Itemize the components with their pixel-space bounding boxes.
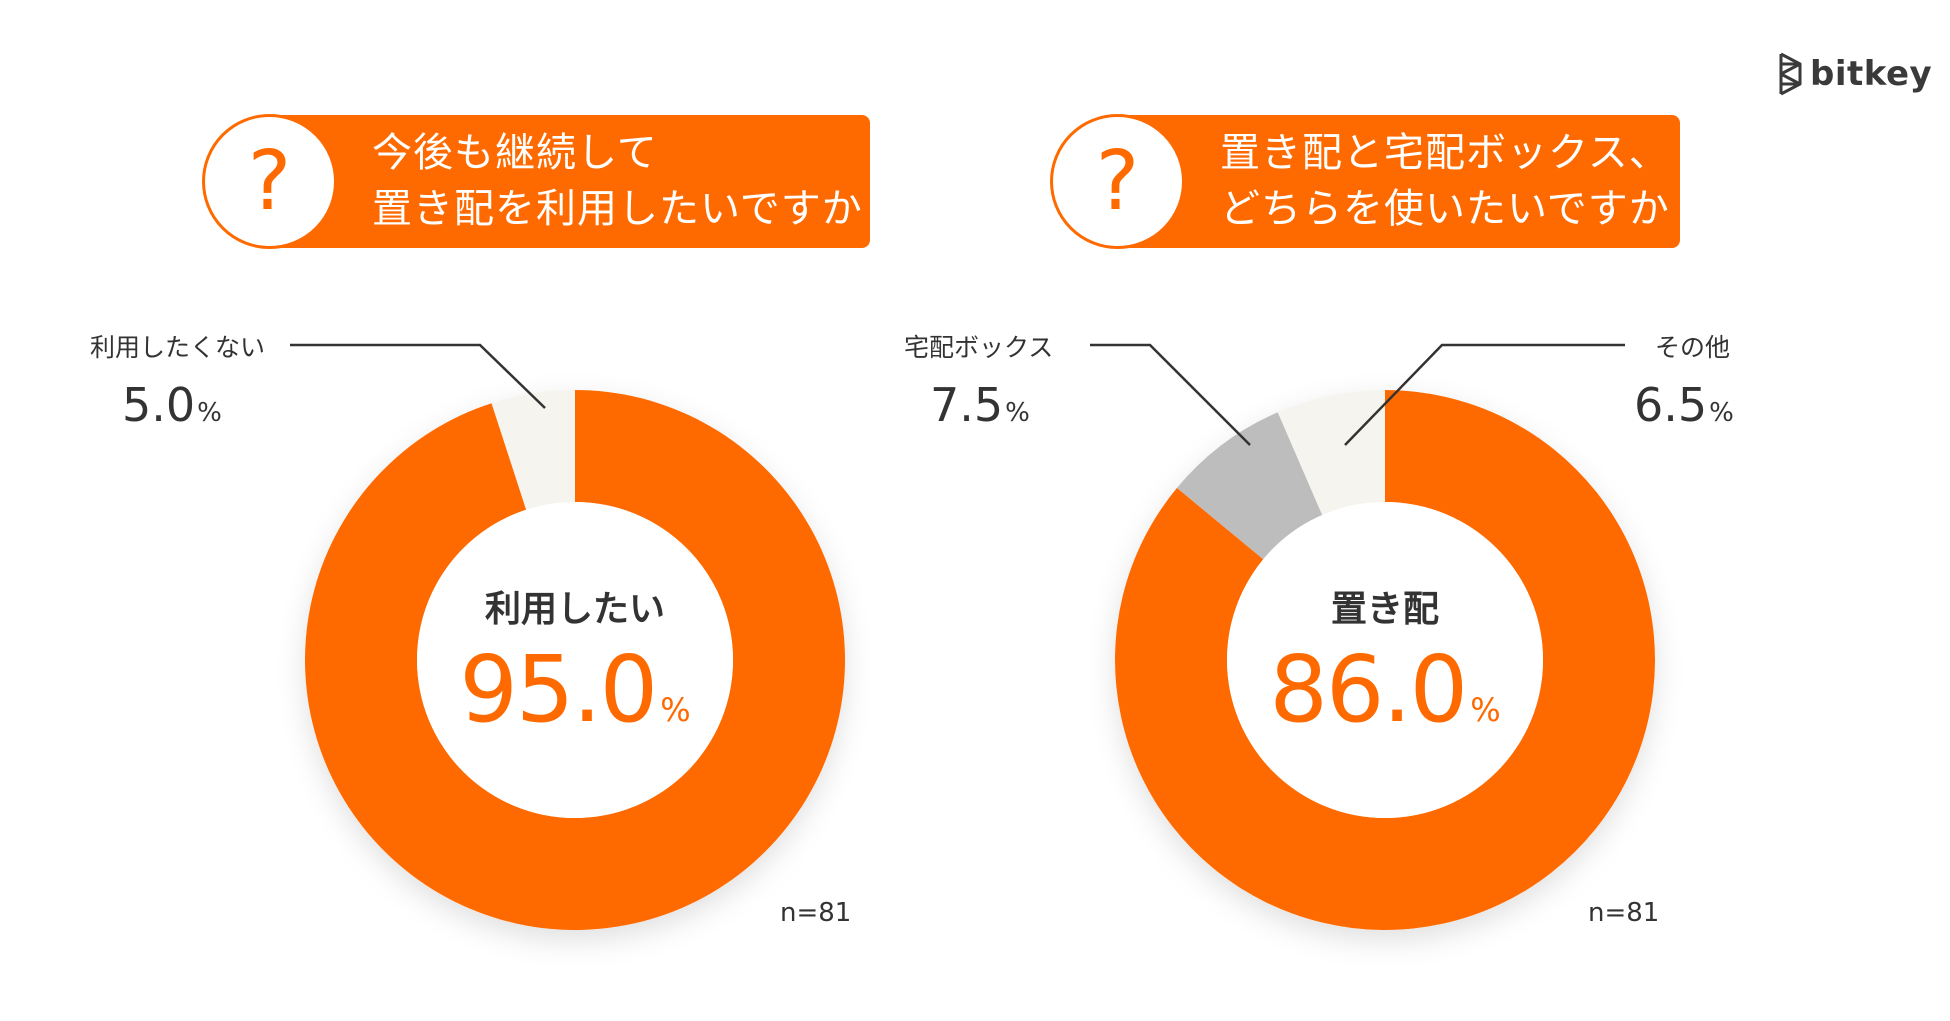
chart-1-center-unit: %	[660, 691, 691, 729]
donut-slice-利用したくない	[491, 390, 575, 510]
leader-line	[290, 343, 546, 409]
donut-hole	[417, 502, 733, 818]
leader-line	[1090, 343, 1251, 446]
donut-chart-2	[1114, 390, 1655, 931]
chart-1-center-label: 利用したい	[484, 589, 665, 630]
donut-slice-その他	[1277, 390, 1385, 515]
chart-2-sample-size: n=81	[1588, 898, 1660, 928]
question-banner-1-bar	[268, 115, 870, 248]
donut-slice-利用したい	[305, 390, 846, 931]
question-1-text: 今後も継続して 置き配を利用したいですか	[372, 125, 863, 237]
question-2-line-2: どちらを使いたいですか	[1220, 186, 1670, 232]
question-banner-1: ? 今後も継続して 置き配を利用したいですか	[202, 114, 870, 249]
question-1-line-1: 今後も継続して	[372, 130, 658, 176]
chart-2-center-value: 86.0%	[1235, 636, 1535, 743]
chart-2-slice-label-宅配ボックス: 宅配ボックス	[904, 333, 1054, 362]
leader-line	[1344, 343, 1625, 446]
chart-2-slice-number: 6.5	[1634, 378, 1708, 432]
bitkey-logo-text: bitkey	[1810, 54, 1933, 94]
question-2-text: 置き配と宅配ボックス、 どちらを使いたいですか	[1220, 125, 1670, 237]
bitkey-logo: bitkey	[1778, 52, 1932, 96]
question-banner-2: ? 置き配と宅配ボックス、 どちらを使いたいですか	[1050, 114, 1680, 249]
chart-1-slice-value-利用したくない: 5.0%	[122, 378, 222, 432]
chart-2-slice-value-その他: 6.5%	[1634, 378, 1734, 432]
chart-2-center-number: 86.0	[1269, 636, 1468, 743]
question-mark-icon: ?	[202, 114, 337, 249]
chart-2-slice-label-その他: その他	[1655, 333, 1731, 362]
leader-lines	[290, 343, 1625, 446]
donut-slice-宅配ボックス	[1176, 412, 1323, 560]
donut-slice-置き配	[1114, 390, 1655, 931]
donut-chart-1	[305, 390, 846, 931]
question-2-line-1: 置き配と宅配ボックス、	[1220, 130, 1670, 176]
chart-1-center-value: 95.0%	[425, 636, 725, 743]
chart-2-center-unit: %	[1470, 691, 1501, 729]
question-banner-2-bar	[1116, 115, 1680, 248]
chart-2-slice-number: 7.5	[930, 378, 1004, 432]
donut-hole	[1227, 502, 1543, 818]
question-1-line-2: 置き配を利用したいですか	[372, 186, 863, 232]
bitkey-logo-icon	[1779, 52, 1802, 96]
chart-2-slice-value-宅配ボックス: 7.5%	[930, 378, 1030, 432]
question-mark-icon: ?	[1050, 114, 1185, 249]
chart-1-slice-unit: %	[197, 398, 222, 428]
chart-2-center-label: 置き配	[1330, 589, 1439, 630]
chart-1-slice-number: 5.0	[122, 378, 196, 432]
chart-2-slice-unit: %	[1005, 398, 1030, 428]
chart-1-slice-label-利用したくない: 利用したくない	[90, 333, 266, 362]
chart-1-center-number: 95.0	[459, 636, 658, 743]
chart-2-slice-unit: %	[1709, 398, 1734, 428]
chart-1-sample-size: n=81	[780, 898, 852, 928]
